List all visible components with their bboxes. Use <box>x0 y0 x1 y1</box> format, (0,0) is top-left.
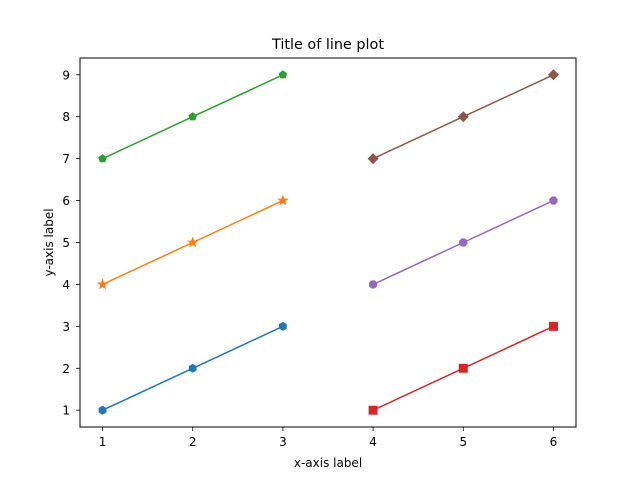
y-tick-label: 2 <box>62 362 70 376</box>
pentagon-marker <box>278 70 288 79</box>
square-marker <box>548 321 558 331</box>
octagon-marker <box>368 280 378 289</box>
y-tick-label: 5 <box>62 236 70 250</box>
diamond-marker <box>367 153 379 165</box>
star-marker <box>96 278 109 290</box>
series-5 <box>368 196 558 289</box>
diamond-marker <box>457 111 469 123</box>
octagon-marker <box>459 238 468 247</box>
x-tick-label: 5 <box>459 435 467 449</box>
series-4 <box>368 321 558 415</box>
y-tick-label: 3 <box>62 320 70 334</box>
star-marker <box>186 236 199 248</box>
x-tick-label: 4 <box>369 435 377 449</box>
y-tick-label: 4 <box>62 278 70 292</box>
y-tick-label: 1 <box>62 404 70 418</box>
x-tick-label: 3 <box>279 435 287 449</box>
x-tick-label: 2 <box>189 435 197 449</box>
hexagon-marker <box>279 321 287 331</box>
pentagon-marker <box>98 154 107 163</box>
y-axis-label: y-axis label <box>42 208 56 276</box>
x-axis: 1 2 3 4 5 6 <box>99 427 558 449</box>
x-tick-label: 6 <box>550 435 558 449</box>
square-marker <box>368 405 378 415</box>
series-3 <box>98 70 288 163</box>
series-6 <box>367 69 559 165</box>
x-tick-label: 1 <box>99 435 107 449</box>
series-2 <box>96 194 289 290</box>
hexagon-marker <box>98 405 107 415</box>
plot-frame <box>79 57 577 428</box>
chart-title: Title of line plot <box>271 37 384 53</box>
y-tick-label: 6 <box>62 194 70 208</box>
x-axis-label: x-axis label <box>294 456 362 470</box>
plot-series <box>96 69 559 415</box>
y-axis: 1 2 3 4 5 6 7 8 9 <box>62 68 80 418</box>
y-tick-label: 7 <box>62 152 70 166</box>
series-1 <box>98 321 287 415</box>
star-marker <box>277 194 289 206</box>
octagon-marker <box>549 196 558 205</box>
square-marker <box>458 363 468 373</box>
pentagon-marker <box>188 112 198 121</box>
y-tick-label: 8 <box>62 110 70 124</box>
diamond-marker <box>547 69 559 81</box>
hexagon-marker <box>188 363 197 373</box>
y-tick-label: 9 <box>62 68 70 82</box>
